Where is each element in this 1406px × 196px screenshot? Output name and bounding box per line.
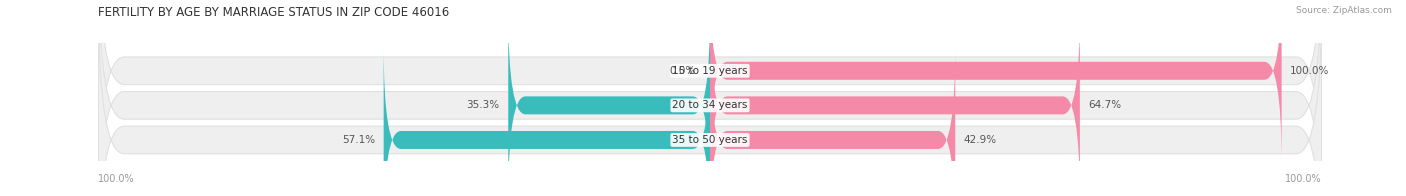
Text: 100.0%: 100.0%: [1291, 66, 1330, 76]
Text: 35.3%: 35.3%: [467, 100, 499, 110]
Text: 42.9%: 42.9%: [965, 135, 997, 145]
FancyBboxPatch shape: [710, 45, 955, 196]
Text: 57.1%: 57.1%: [342, 135, 375, 145]
Text: 100.0%: 100.0%: [98, 174, 135, 184]
FancyBboxPatch shape: [710, 0, 1282, 166]
FancyBboxPatch shape: [508, 11, 710, 196]
Text: 0.0%: 0.0%: [669, 66, 696, 76]
Text: 20 to 34 years: 20 to 34 years: [672, 100, 748, 110]
FancyBboxPatch shape: [98, 0, 1322, 196]
FancyBboxPatch shape: [98, 0, 1322, 196]
Text: 35 to 50 years: 35 to 50 years: [672, 135, 748, 145]
Text: Source: ZipAtlas.com: Source: ZipAtlas.com: [1296, 6, 1392, 15]
FancyBboxPatch shape: [384, 45, 710, 196]
Text: 100.0%: 100.0%: [1285, 174, 1322, 184]
Text: FERTILITY BY AGE BY MARRIAGE STATUS IN ZIP CODE 46016: FERTILITY BY AGE BY MARRIAGE STATUS IN Z…: [98, 6, 450, 19]
FancyBboxPatch shape: [710, 11, 1080, 196]
FancyBboxPatch shape: [98, 0, 1322, 196]
Text: 15 to 19 years: 15 to 19 years: [672, 66, 748, 76]
Text: 64.7%: 64.7%: [1088, 100, 1122, 110]
